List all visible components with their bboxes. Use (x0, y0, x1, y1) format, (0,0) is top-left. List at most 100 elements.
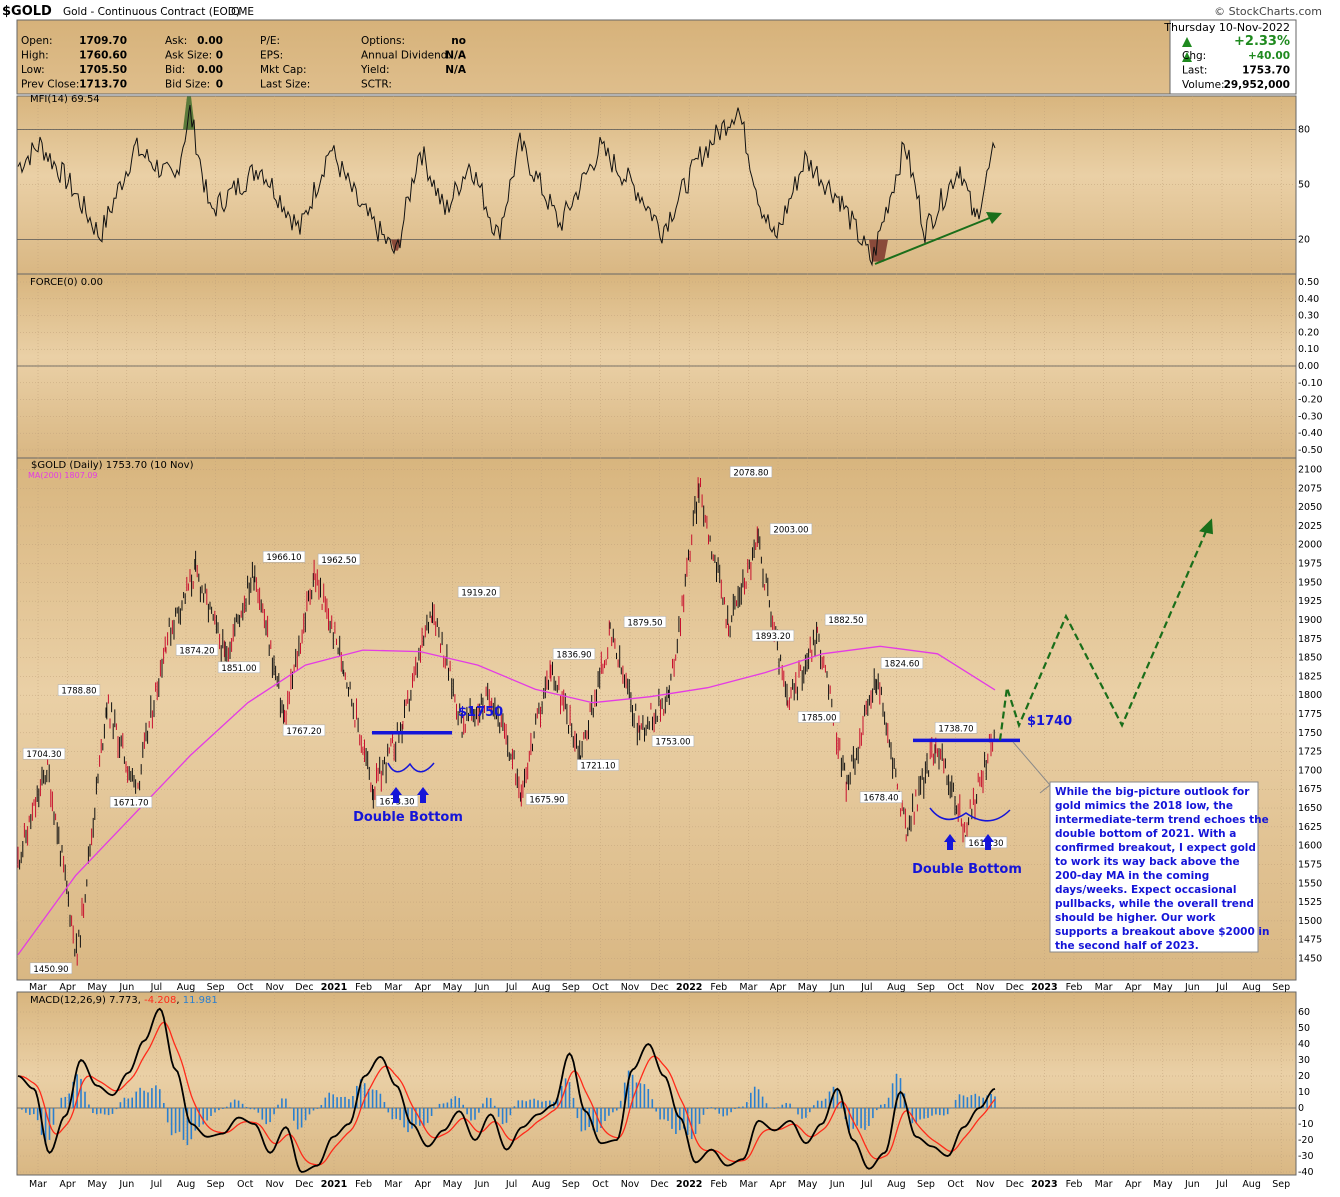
stat-value: 0 (216, 50, 223, 62)
peak-label-box (769, 523, 813, 535)
peak-label: 1671.70 (113, 799, 148, 809)
double-bottom-2021: Double Bottom (353, 810, 463, 825)
header-pct-change: +2.33% (1234, 34, 1290, 49)
x-tick-label: Mar (29, 982, 47, 993)
x-tick-label: Dec (650, 1179, 668, 1190)
x-tick-label: May (443, 1179, 463, 1190)
x-tick-label: Jul (150, 1179, 162, 1190)
x-tick-label: Feb (710, 982, 727, 993)
macd-title: MACD(12,26,9) 7.773, -4.208, 11.981 (30, 995, 218, 1006)
commentary-line: supports a breakout above $2000 in (1055, 926, 1269, 938)
double-bottom-cup-2022 (929, 807, 1011, 822)
mfi-trendline-arrowhead (986, 212, 1002, 224)
stat-value: 1713.70 (79, 79, 127, 91)
peak-label: 2078.80 (733, 468, 768, 478)
commentary-line: should be higher. Our work (1055, 912, 1216, 924)
commentary-line: the second half of 2023. (1055, 940, 1199, 952)
macd-line (17, 1007, 996, 1173)
x-tick-label: 2022 (676, 982, 702, 993)
annotation-layer (372, 518, 1213, 850)
x-tick-label: Aug (177, 982, 196, 993)
price-tick-label: 1950 (1298, 577, 1322, 588)
peak-label-box (109, 796, 153, 808)
x-tick-label: Dec (1006, 1179, 1024, 1190)
peak-label-box (729, 466, 773, 478)
price-tick-label: 1500 (1298, 916, 1322, 927)
x-tick-label: Aug (887, 1179, 906, 1190)
peak-label: 1824.60 (884, 660, 919, 670)
peak-label-box (457, 586, 501, 598)
peak-label: 1874.20 (179, 646, 214, 656)
stat-value: 0.00 (197, 64, 223, 76)
x-tick-label: Feb (355, 982, 372, 993)
stat-label: Yield: (360, 64, 390, 76)
mfi-title: MFI(14) 69.54 (30, 94, 100, 105)
x-tick-label: Mar (1095, 1179, 1113, 1190)
peak-label-box (576, 759, 620, 771)
x-tick-label: Jun (118, 1179, 134, 1190)
grid-layer (17, 96, 1296, 1175)
stat-value: N/A (445, 64, 467, 76)
peak-label: 1721.10 (580, 762, 615, 772)
peak-label-box (57, 684, 101, 696)
x-tick-label: Oct (947, 982, 964, 993)
macd-panel (16, 991, 1297, 1176)
price-tick-label: 2075 (1298, 483, 1322, 494)
stat-label: Last: (1182, 65, 1207, 77)
x-tick-label: Dec (295, 1179, 313, 1190)
x-tick-label: Jul (860, 1179, 872, 1190)
x-tick-label: Jun (829, 1179, 845, 1190)
x-tick-label: Mar (739, 1179, 757, 1190)
commentary-line: to work its way back above the (1055, 856, 1240, 868)
x-tick-label: Apr (59, 982, 76, 993)
x-tick-label: May (443, 982, 463, 993)
macd-layer (17, 1007, 1296, 1173)
x-tick-label: Dec (650, 982, 668, 993)
peak-label-box (651, 735, 695, 747)
x-tick-label: Sep (917, 1179, 935, 1190)
up-arrow-icon (417, 787, 429, 803)
x-tick-label: Nov (266, 982, 285, 993)
axis-layer: Mar Mar Apr Apr May May Jun Jun Jul Jul Aug Aug Sep S… (29, 125, 1323, 1190)
peak-label-box (859, 791, 903, 803)
force-tick-label: -0.10 (1298, 378, 1323, 389)
peak-label: 1450.90 (33, 965, 68, 975)
peak-label-box (175, 644, 219, 656)
price-tick-label: 1625 (1298, 822, 1322, 833)
price-tick-label: 1475 (1298, 935, 1322, 946)
x-tick-label: Oct (592, 1179, 609, 1190)
x-tick-label: May (87, 1179, 107, 1190)
x-tick-label: Apr (415, 1179, 432, 1190)
header-stats: Open: 1709.70 High: 1760.60 Low: 1705.50Prev … (21, 35, 467, 91)
x-tick-label: Oct (592, 982, 609, 993)
x-tick-label: Mar (739, 982, 757, 993)
macd-title-c: , (176, 995, 182, 1006)
stat-value: 1760.60 (79, 50, 127, 62)
header-right-box (1169, 19, 1297, 95)
force-tick-label: 0.00 (1298, 361, 1319, 372)
peak-label: 1962.50 (321, 556, 356, 566)
peak-label: 1879.50 (627, 618, 662, 628)
ma200-legend: MA(200) 1807.09 (28, 471, 98, 480)
stat-label: Prev Close: (21, 79, 79, 91)
x-tick-label: Jul (1215, 982, 1227, 993)
up-arrow-icon (982, 834, 994, 850)
peak-label: 2003.00 (773, 525, 808, 535)
peak-label: 1675.90 (529, 796, 564, 806)
commentary-line: gold mimics the 2018 low, the (1055, 800, 1233, 812)
level-label-2021: $1750 (458, 705, 503, 720)
x-tick-label: May (1153, 1179, 1173, 1190)
x-tick-label: Jul (1215, 1179, 1227, 1190)
stat-label: Bid Size: (165, 79, 210, 91)
price-tick-label: 1700 (1298, 765, 1322, 776)
x-tick-label: Nov (976, 982, 995, 993)
stat-label: Ask Size: (165, 50, 212, 62)
force-tick-label: -0.20 (1298, 395, 1323, 406)
stat-label: Volume: (1182, 79, 1225, 91)
x-tick-label: Aug (1242, 982, 1261, 993)
force-tick-label: -0.40 (1298, 428, 1323, 439)
stat-value: 1753.70 (1242, 65, 1290, 77)
x-tick-label: Sep (207, 1179, 225, 1190)
x-tick-label: Jun (829, 982, 845, 993)
